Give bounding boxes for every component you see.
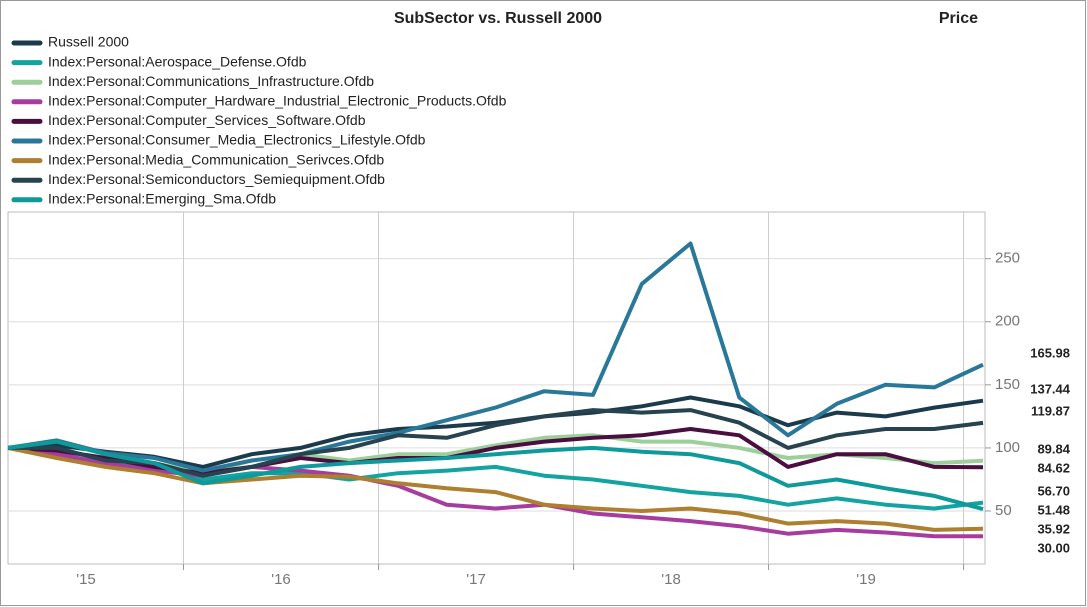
series-line — [7, 445, 984, 532]
value-label: 51.48 — [1037, 502, 1070, 517]
series-line — [7, 445, 983, 539]
plot-area — [7, 211, 986, 565]
y-tick-label: 50 — [995, 502, 1012, 519]
series-line — [8, 408, 984, 478]
legend-label: Index:Personal:Consumer_Media_Electronic… — [48, 132, 426, 148]
value-label: 56.70 — [1037, 483, 1070, 498]
legend-label: Index:Personal:Computer_Hardware_Industr… — [48, 93, 507, 109]
value-label: 30.00 — [1037, 540, 1070, 555]
value-label: 165.98 — [1030, 346, 1070, 361]
x-tick-label: '19 — [856, 571, 876, 588]
value-label: 84.62 — [1037, 461, 1070, 476]
value-label: 119.87 — [1031, 404, 1070, 419]
legend-label: Index:Personal:Aerospace_Defense.Ofdb — [48, 53, 307, 69]
x-tick-label: '17 — [466, 571, 486, 588]
value-label: 89.84 — [1037, 442, 1070, 457]
value-label: 35.92 — [1037, 521, 1070, 536]
x-tick-label: '18 — [661, 571, 681, 588]
y-tick-label: 100 — [995, 439, 1020, 456]
legend-label: Russell 2000 — [48, 34, 129, 50]
y-tick-label: 200 — [995, 313, 1020, 330]
y-axis-title: Price — [939, 10, 978, 27]
legend-label: Index:Personal:Semiconductors_Semiequipm… — [48, 171, 385, 187]
value-label: 137.44 — [1030, 382, 1071, 397]
x-tick-label: '15 — [76, 571, 96, 588]
legend-label: Index:Personal:Computer_Services_Softwar… — [48, 112, 366, 128]
legend-label: Index:Personal:Emerging_Sma.Ofdb — [48, 191, 276, 207]
y-tick-label: 250 — [995, 250, 1020, 267]
legend-label: Index:Personal:Media_Communication_Seriv… — [48, 151, 384, 167]
series-line — [7, 241, 984, 473]
x-tick-label: '16 — [271, 571, 291, 588]
y-tick-label: 150 — [995, 376, 1020, 393]
chart-title: SubSector vs. Russell 2000 — [394, 10, 602, 27]
series-line — [7, 439, 984, 512]
legend-label: Index:Personal:Communications_Infrastruc… — [48, 73, 374, 89]
